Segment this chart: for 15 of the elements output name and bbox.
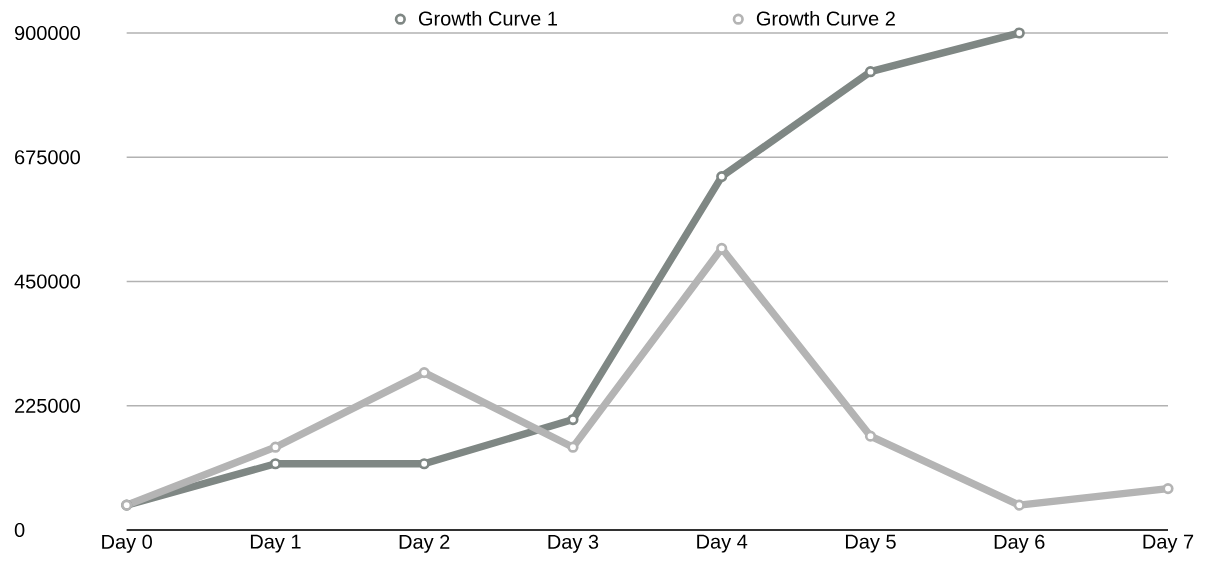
x-tick-label: Day 2 [399,534,450,553]
y-tick-label: 0 [14,522,25,538]
x-tick-label: Day 5 [845,534,896,553]
x-tick-label: Day 1 [250,534,301,553]
y-tick-label: 900000 [14,25,80,41]
legend-label: Growth Curve 2 [756,10,895,26]
x-tick-label: Day 4 [697,534,748,553]
y-tick-label: 450000 [14,274,80,289]
y-tick-label: 225000 [15,398,80,413]
x-tick-label: Day 7 [1143,534,1194,553]
y-tick-label: 675000 [15,150,80,165]
x-tick-label: Day 6 [994,534,1045,553]
legend-label: Growth Curve 1 [418,10,557,26]
x-tick-label: Day 0 [102,534,152,553]
x-tick-label: Day 3 [548,534,599,553]
